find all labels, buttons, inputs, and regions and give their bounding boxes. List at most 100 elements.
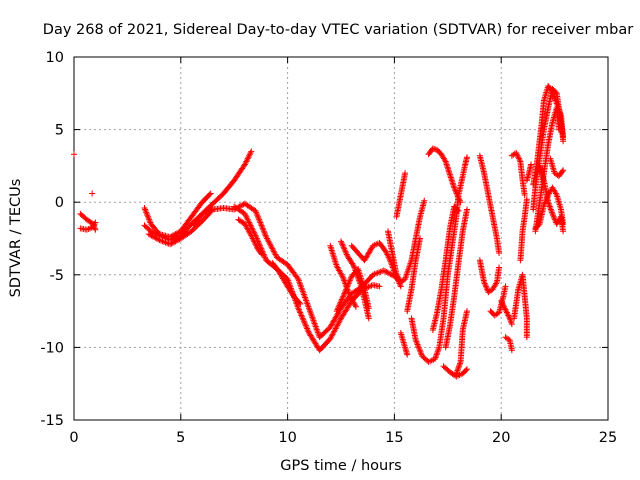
data-point bbox=[297, 300, 304, 307]
data-point bbox=[261, 254, 268, 261]
data-point bbox=[257, 220, 264, 227]
data-point bbox=[503, 309, 510, 316]
data-point bbox=[242, 212, 249, 219]
data-point bbox=[167, 241, 174, 248]
data-point bbox=[418, 350, 425, 357]
data-point bbox=[415, 342, 422, 349]
data-point bbox=[302, 322, 309, 329]
data-point bbox=[384, 251, 391, 258]
data-point bbox=[549, 90, 556, 97]
data-point bbox=[250, 236, 257, 243]
data-point bbox=[456, 361, 463, 368]
data-point bbox=[296, 299, 303, 306]
data-point bbox=[433, 351, 440, 358]
data-point bbox=[545, 200, 552, 207]
data-point bbox=[455, 364, 462, 371]
data-point bbox=[303, 324, 310, 331]
data-point bbox=[90, 222, 97, 229]
data-point bbox=[547, 206, 554, 213]
data-point bbox=[340, 293, 347, 300]
data-point bbox=[352, 267, 359, 274]
data-point bbox=[560, 138, 567, 145]
data-point bbox=[243, 158, 250, 165]
data-point bbox=[241, 161, 248, 168]
data-point bbox=[383, 268, 390, 275]
data-point bbox=[482, 283, 489, 290]
data-point bbox=[146, 218, 153, 225]
x-tick-label: 0 bbox=[69, 430, 78, 446]
data-point bbox=[387, 257, 394, 264]
grid bbox=[74, 57, 608, 420]
data-point bbox=[417, 235, 424, 242]
data-point bbox=[147, 231, 154, 238]
data-point bbox=[254, 212, 261, 219]
data-point bbox=[339, 295, 346, 302]
data-point bbox=[142, 206, 149, 213]
data-point bbox=[464, 154, 471, 161]
data-point bbox=[169, 232, 176, 239]
data-point bbox=[500, 302, 507, 309]
data-point bbox=[415, 344, 422, 351]
data-point bbox=[550, 213, 557, 220]
data-point bbox=[342, 280, 349, 287]
data-point bbox=[433, 353, 440, 360]
data-point bbox=[335, 305, 342, 312]
data-point bbox=[253, 209, 260, 216]
data-point bbox=[305, 328, 312, 335]
data-point bbox=[453, 369, 460, 376]
data-point bbox=[493, 280, 500, 287]
data-point bbox=[481, 279, 488, 286]
data-point bbox=[71, 151, 77, 158]
data-point bbox=[454, 206, 461, 213]
data-point bbox=[302, 321, 309, 328]
data-points bbox=[71, 83, 567, 380]
data-point bbox=[523, 334, 530, 341]
data-point bbox=[416, 345, 423, 352]
data-point bbox=[338, 296, 345, 303]
x-tick-label: 20 bbox=[492, 430, 510, 446]
data-point bbox=[343, 283, 350, 290]
x-axis-label: GPS time / hours bbox=[280, 458, 401, 474]
data-point bbox=[248, 232, 255, 239]
data-point bbox=[540, 202, 547, 209]
data-point bbox=[295, 306, 302, 313]
data-point bbox=[347, 276, 354, 283]
data-point bbox=[548, 207, 555, 214]
x-tick-label: 5 bbox=[176, 430, 185, 446]
data-point bbox=[382, 268, 389, 275]
data-point bbox=[245, 154, 252, 161]
data-point bbox=[555, 126, 562, 133]
data-point bbox=[351, 264, 358, 271]
data-point bbox=[505, 312, 512, 319]
data-point bbox=[244, 157, 251, 164]
data-point bbox=[341, 279, 348, 286]
data-point bbox=[333, 308, 340, 315]
data-point bbox=[260, 226, 267, 233]
data-point bbox=[387, 271, 394, 278]
data-point bbox=[503, 308, 510, 315]
data-point bbox=[560, 167, 567, 174]
data-point bbox=[502, 283, 509, 290]
data-point bbox=[441, 157, 448, 164]
data-point bbox=[507, 318, 514, 325]
data-point bbox=[352, 303, 359, 310]
data-point bbox=[521, 191, 528, 198]
data-point bbox=[295, 305, 302, 312]
data-point bbox=[380, 267, 387, 274]
data-point bbox=[457, 199, 464, 206]
data-point bbox=[414, 341, 421, 348]
data-point bbox=[507, 316, 514, 323]
data-point bbox=[452, 187, 459, 194]
data-point bbox=[513, 149, 520, 156]
data-point bbox=[175, 229, 182, 236]
data-point bbox=[239, 202, 246, 209]
data-point bbox=[259, 225, 266, 232]
y-tick-label: -15 bbox=[40, 413, 64, 429]
data-point bbox=[354, 273, 361, 280]
data-point bbox=[552, 97, 559, 104]
data-point bbox=[413, 340, 420, 347]
data-point bbox=[143, 209, 150, 216]
data-point bbox=[481, 280, 488, 287]
data-point bbox=[546, 202, 553, 209]
data-point bbox=[172, 231, 179, 238]
